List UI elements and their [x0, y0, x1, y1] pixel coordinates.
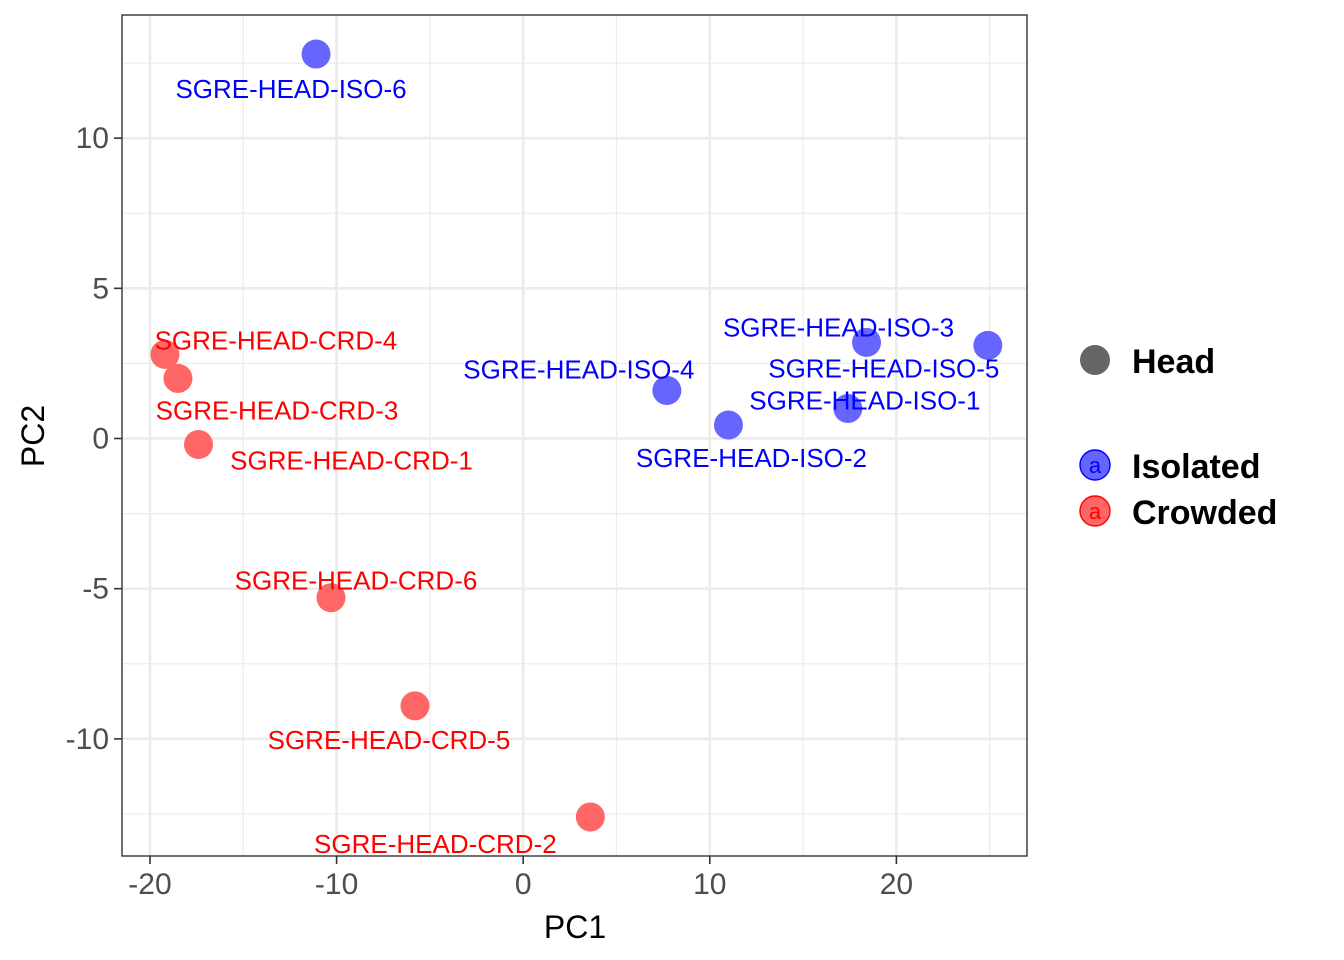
x-tick-label: -10 — [315, 868, 358, 901]
x-axis: -20 -10 0 10 20 — [128, 856, 913, 901]
point-label: SGRE-HEAD-CRD-1 — [230, 446, 473, 476]
point-label: SGRE-HEAD-CRD-6 — [235, 566, 478, 596]
data-point — [575, 802, 605, 832]
panel-border — [121, 14, 1028, 857]
legend-label-crowded: Crowded — [1132, 494, 1277, 532]
data-point — [184, 430, 214, 460]
data-point — [316, 583, 346, 613]
data-point — [852, 327, 882, 357]
y-tick-label: -5 — [82, 573, 109, 606]
x-tick-label: 10 — [693, 868, 726, 901]
point-label: SGRE-HEAD-ISO-5 — [768, 353, 999, 383]
legend: Head a Isolated a Crowded — [1079, 343, 1277, 532]
point-label: SGRE-HEAD-CRD-2 — [314, 829, 557, 859]
point-label: SGRE-HEAD-CRD-5 — [268, 725, 511, 755]
point-label: SGRE-HEAD-ISO-6 — [175, 74, 406, 104]
data-point — [973, 330, 1003, 360]
y-axis-title: PC2 — [15, 405, 51, 467]
point-label: SGRE-HEAD-ISO-4 — [463, 354, 694, 384]
point-label: SGRE-HEAD-CRD-3 — [156, 395, 399, 425]
legend-label-isolated: Isolated — [1132, 448, 1260, 486]
legend-head-label: Head — [1132, 343, 1215, 381]
y-tick-label: 5 — [92, 272, 109, 305]
legend-key-letter: a — [1089, 453, 1102, 478]
point-label: SGRE-HEAD-ISO-1 — [749, 385, 980, 415]
x-axis-title: PC1 — [544, 909, 606, 945]
data-point — [400, 691, 430, 721]
y-axis: -10 -5 0 5 10 — [66, 122, 122, 756]
point-labels-layer: SGRE-HEAD-ISO-6 SGRE-HEAD-ISO-4 SGRE-HEAD-… — [155, 74, 1000, 859]
point-label: SGRE-HEAD-ISO-2 — [636, 443, 867, 473]
plot-panel — [121, 14, 1028, 857]
data-point — [652, 375, 682, 405]
x-tick-label: 0 — [515, 868, 532, 901]
data-point — [150, 339, 180, 369]
point-label: SGRE-HEAD-ISO-3 — [723, 312, 954, 342]
data-point — [833, 393, 863, 423]
data-point — [713, 410, 743, 440]
legend-key-isolated — [1079, 449, 1111, 481]
points-layer — [150, 39, 1003, 832]
y-tick-label: -10 — [66, 723, 109, 756]
legend-head-key — [1080, 345, 1110, 375]
x-tick-label: -20 — [128, 868, 171, 901]
legend-key-crowded — [1079, 495, 1111, 527]
data-point — [163, 363, 193, 393]
point-label: SGRE-HEAD-CRD-4 — [155, 325, 398, 355]
panel-background — [122, 15, 1027, 856]
y-tick-label: 10 — [76, 122, 109, 155]
legend-key-letter: a — [1089, 499, 1102, 524]
data-point — [301, 39, 331, 69]
x-tick-label: 20 — [880, 868, 913, 901]
y-tick-label: 0 — [92, 423, 109, 456]
